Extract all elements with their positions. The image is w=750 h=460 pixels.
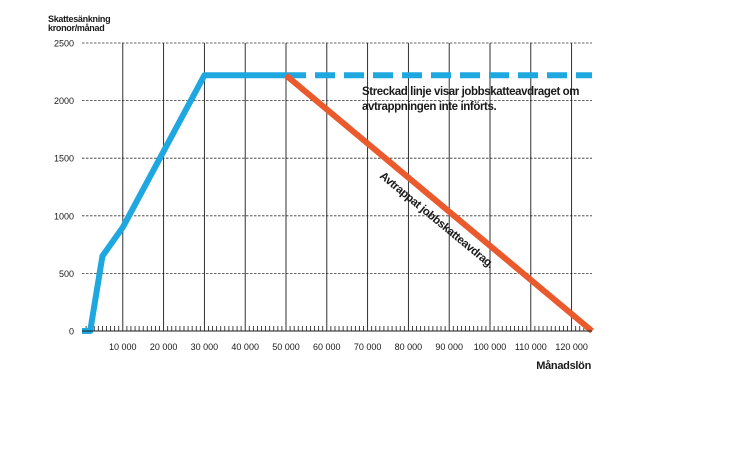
series-line-1: [82, 72, 286, 334]
x-tick-label: 110 000: [515, 342, 547, 352]
dashed-line-annotation-line-1: Streckad linje visar jobbskatteavdraget …: [362, 86, 579, 98]
series-line-3: [284, 72, 594, 334]
dashed-line-annotation: Streckad linje visar jobbskatteavdraget …: [362, 86, 582, 113]
y-tick-label: 2000: [54, 96, 74, 106]
x-axis-label: Månadslön: [536, 360, 591, 372]
orange-line-annotation: Avtrappat jobbskatteavdrag.: [377, 170, 496, 271]
x-tick-label: 120 000: [555, 342, 588, 352]
x-tick-label: 90 000: [435, 342, 463, 352]
y-axis-label-line-2: kronor/månad: [48, 23, 104, 33]
series-group: [82, 72, 594, 334]
x-tick-label: 60 000: [313, 342, 341, 352]
x-tick-label: 20 000: [150, 342, 178, 352]
x-tick-label: 50 000: [272, 342, 300, 352]
x-tick-label: 40 000: [231, 342, 259, 352]
x-tick-label: 100 000: [474, 342, 507, 352]
y-tick-label: 1000: [54, 211, 74, 221]
x-tick-label: 80 000: [395, 342, 423, 352]
minor-ticks: [85, 326, 589, 331]
x-tick-label: 70 000: [354, 342, 382, 352]
y-tick-label: 2500: [54, 39, 74, 49]
y-axis-label: Skattesänkning kronor/månad: [48, 14, 113, 33]
y-tick-label: 1500: [54, 154, 74, 164]
grid: [82, 42, 592, 331]
y-tick-label: 500: [59, 269, 74, 279]
y-axis-label-line-1: Skattesänkning: [48, 14, 110, 24]
x-tick-label: 10 000: [109, 342, 137, 352]
x-tick-label: 30 000: [191, 342, 219, 352]
y-tick-labels: 0 500 1000 1500 2000 2500: [54, 39, 74, 337]
dashed-line-annotation-line-2: avtrappningen inte införts.: [362, 101, 496, 113]
y-tick-label: 0: [69, 327, 74, 337]
x-tick-labels: 10 000 20 000 30 000 40 000 50 000 60 000 70 0…: [109, 342, 588, 352]
